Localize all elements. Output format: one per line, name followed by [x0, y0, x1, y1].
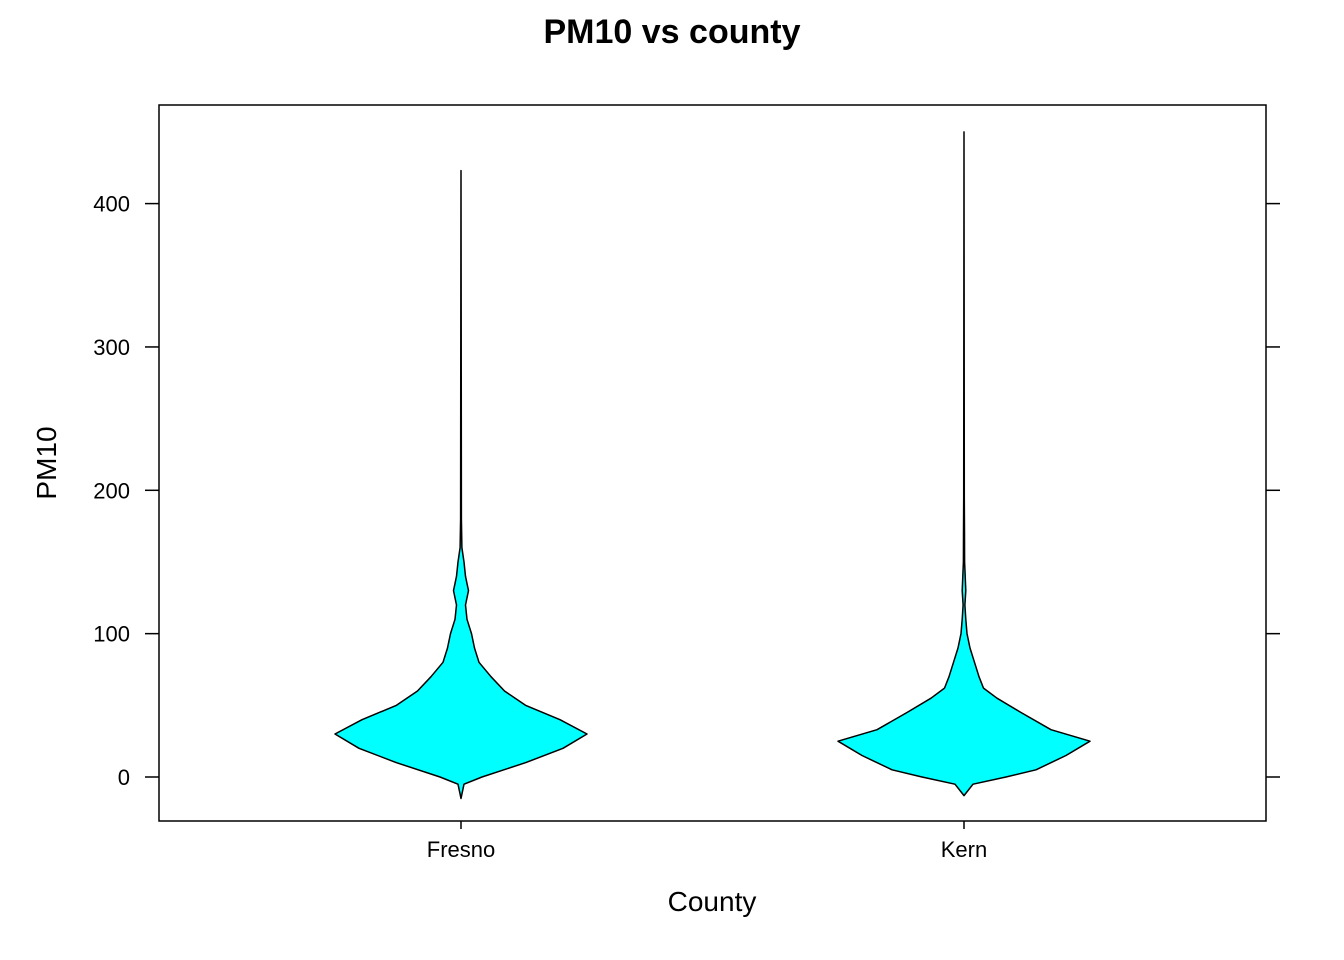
x-tick-label: Kern — [941, 837, 987, 862]
violins — [334, 131, 1091, 800]
y-tick-label: 0 — [118, 765, 130, 790]
x-axis-label: County — [668, 886, 757, 917]
y-tick-label: 200 — [93, 478, 130, 503]
y-axis: 0 100 200 300 400 — [93, 192, 1280, 790]
chart-title: PM10 vs county — [544, 13, 801, 51]
x-tick-label: Fresno — [427, 837, 495, 862]
y-axis-label: PM10 — [31, 426, 62, 499]
violin-kern — [837, 131, 1091, 797]
x-axis: Fresno Kern — [427, 821, 987, 862]
y-tick-label: 300 — [93, 335, 130, 360]
y-tick-label: 100 — [93, 622, 130, 647]
plot-frame — [158, 104, 1267, 822]
y-tick-label: 400 — [93, 192, 130, 217]
violin-fresno — [334, 169, 588, 800]
